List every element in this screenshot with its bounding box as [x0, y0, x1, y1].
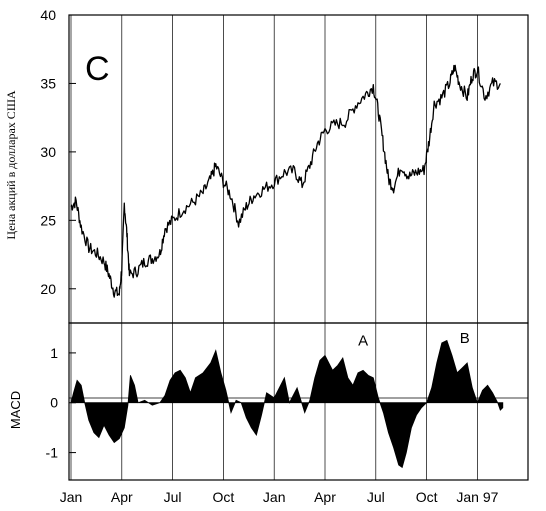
macd-annotation-B: B	[460, 330, 470, 347]
price-ytick-label-0: 20	[40, 281, 56, 297]
bottom-panel-frame	[68, 322, 529, 481]
x-tick-label-4: Jan	[263, 489, 286, 505]
x-tick-label-0: Jan	[60, 489, 83, 505]
price-y-axis-label: Цена акций в долларах США	[4, 90, 18, 240]
vertical-grid	[70, 15, 478, 480]
x-tick-label-7: Oct	[416, 489, 438, 505]
macd-area	[70, 339, 504, 469]
price-series	[70, 64, 501, 298]
macd-ytick-label-0: 1	[50, 345, 58, 361]
x-tick-label-6: Jul	[367, 489, 385, 505]
macd-annotation-A: A	[358, 332, 368, 349]
x-tick-label-5: Apr	[314, 489, 336, 505]
bottom-y-axis-ticks: 1 0 -1	[46, 345, 76, 461]
price-line	[70, 64, 501, 298]
x-tick-label-1: Apr	[111, 489, 133, 505]
macd-series	[70, 339, 504, 469]
x-tick-label-2: Jul	[164, 489, 182, 505]
x-tick-label-8: Jan 97	[456, 489, 498, 505]
top-panel-frame	[68, 14, 529, 324]
price-ytick-label-3: 35	[40, 75, 56, 91]
top-y-axis-ticks: 20 25 30 35 40	[40, 7, 76, 297]
macd-ytick-label-2: -1	[46, 445, 59, 461]
macd-y-axis-label: MACD	[8, 391, 23, 429]
panel-letter: C	[85, 50, 110, 88]
price-ytick-label-4: 40	[40, 7, 56, 23]
x-axis-tick-labels: Jan Apr Jul Oct Jan Apr Jul Oct Jan 97	[60, 489, 499, 505]
x-tick-label-3: Oct	[213, 489, 235, 505]
macd-ytick-label-1: 0	[50, 395, 58, 411]
price-ytick-label-1: 25	[40, 212, 56, 228]
price-ytick-label-2: 30	[40, 144, 56, 160]
